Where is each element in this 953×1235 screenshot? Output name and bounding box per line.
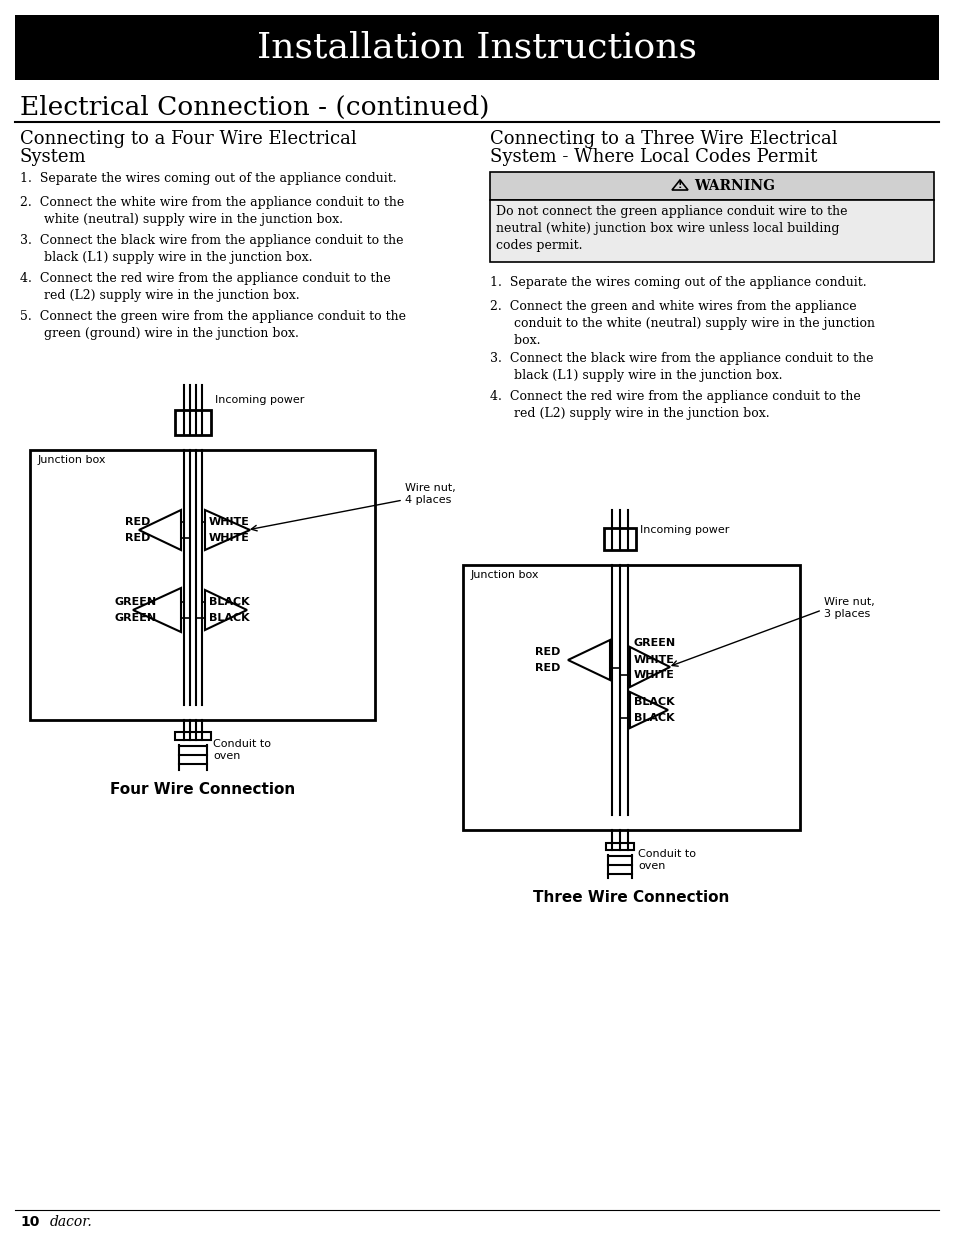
Text: 2.  Connect the green and white wires from the appliance
      conduit to the wh: 2. Connect the green and white wires fro…: [490, 300, 874, 347]
Text: RED: RED: [125, 517, 151, 527]
Text: 10: 10: [20, 1215, 39, 1229]
Text: WHITE: WHITE: [209, 534, 250, 543]
Bar: [15, 15, 938, 80]
Text: Junction box: Junction box: [471, 571, 539, 580]
Text: BLACK: BLACK: [634, 697, 674, 706]
Text: Four Wire Connection: Four Wire Connection: [110, 783, 294, 798]
Text: Electrical Connection - (continued): Electrical Connection - (continued): [20, 95, 489, 120]
Text: Connecting to a Three Wire Electrical: Connecting to a Three Wire Electrical: [490, 130, 837, 148]
Text: RED: RED: [535, 663, 559, 673]
Text: Junction box: Junction box: [38, 454, 107, 466]
Text: Incoming power: Incoming power: [214, 395, 304, 405]
Text: WHITE: WHITE: [634, 671, 674, 680]
Text: BLACK: BLACK: [634, 713, 674, 722]
Text: RED: RED: [125, 534, 151, 543]
Text: Do not connect the green appliance conduit wire to the
neutral (white) junction : Do not connect the green appliance condu…: [496, 205, 846, 252]
Text: Conduit to
oven: Conduit to oven: [213, 740, 271, 761]
Text: Connecting to a Four Wire Electrical: Connecting to a Four Wire Electrical: [20, 130, 356, 148]
Text: GREEN: GREEN: [115, 613, 157, 622]
Text: 1.  Separate the wires coming out of the appliance conduit.: 1. Separate the wires coming out of the …: [490, 275, 865, 289]
Text: Wire nut,
4 places: Wire nut, 4 places: [405, 483, 456, 505]
Text: RED: RED: [535, 647, 559, 657]
Text: WARNING: WARNING: [693, 179, 774, 193]
Text: WHITE: WHITE: [209, 517, 250, 527]
Bar: [30, 450, 375, 720]
Bar: [490, 172, 933, 200]
Bar: [462, 564, 800, 830]
Text: GREEN: GREEN: [115, 597, 157, 606]
Text: System: System: [20, 148, 87, 165]
Text: Three Wire Connection: Three Wire Connection: [533, 890, 729, 905]
Bar: [490, 200, 933, 262]
Text: 1.  Separate the wires coming out of the appliance conduit.: 1. Separate the wires coming out of the …: [20, 172, 396, 185]
Text: dacor.: dacor.: [50, 1215, 92, 1229]
Text: !: !: [677, 180, 681, 190]
Text: System - Where Local Codes Permit: System - Where Local Codes Permit: [490, 148, 817, 165]
Text: BLACK: BLACK: [209, 613, 250, 622]
Text: Wire nut,
3 places: Wire nut, 3 places: [823, 597, 874, 619]
Bar: [603, 529, 636, 550]
Text: Conduit to
oven: Conduit to oven: [638, 850, 696, 871]
Text: Installation Instructions: Installation Instructions: [256, 30, 697, 64]
Text: Incoming power: Incoming power: [639, 525, 729, 535]
Bar: [605, 844, 634, 850]
Text: 4.  Connect the red wire from the appliance conduit to the
      red (L2) supply: 4. Connect the red wire from the applian…: [490, 390, 860, 420]
Text: 2.  Connect the white wire from the appliance conduit to the
      white (neutra: 2. Connect the white wire from the appli…: [20, 196, 404, 226]
Text: GREEN: GREEN: [634, 638, 676, 648]
Text: 4.  Connect the red wire from the appliance conduit to the
      red (L2) supply: 4. Connect the red wire from the applian…: [20, 272, 391, 303]
Bar: [174, 410, 211, 435]
Text: WHITE: WHITE: [634, 655, 674, 664]
Bar: [174, 732, 211, 740]
Text: BLACK: BLACK: [209, 597, 250, 606]
Text: 3.  Connect the black wire from the appliance conduit to the
      black (L1) su: 3. Connect the black wire from the appli…: [20, 233, 403, 264]
Text: 5.  Connect the green wire from the appliance conduit to the
      green (ground: 5. Connect the green wire from the appli…: [20, 310, 406, 340]
Text: 3.  Connect the black wire from the appliance conduit to the
      black (L1) su: 3. Connect the black wire from the appli…: [490, 352, 873, 382]
